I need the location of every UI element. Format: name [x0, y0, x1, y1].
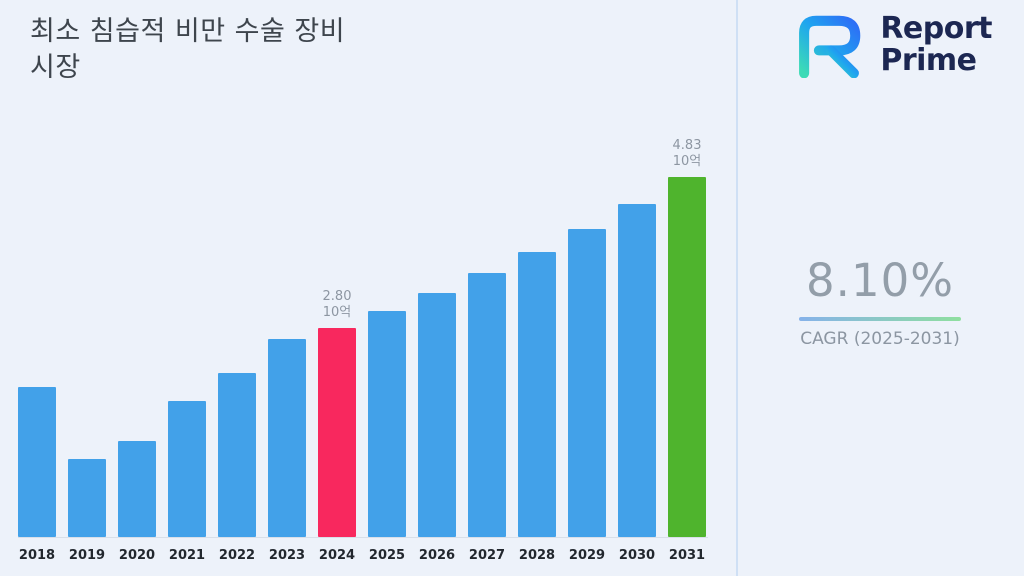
- x-axis-label-2025: 2025: [368, 548, 406, 563]
- bar-2027: [468, 273, 506, 537]
- bar-2028: [518, 252, 556, 537]
- x-axis-label-2022: 2022: [218, 548, 256, 563]
- bar-2030: [618, 204, 656, 537]
- x-axis-label-2027: 2027: [468, 548, 506, 563]
- bar-2018: [18, 387, 56, 537]
- bar-2023: [268, 339, 306, 537]
- bar-2029: [568, 229, 606, 537]
- bar-2022: [218, 373, 256, 537]
- logo-word-prime: Prime: [880, 43, 977, 78]
- bar-column: 2.80 10억: [318, 288, 356, 537]
- x-axis-label-2030: 2030: [618, 548, 656, 563]
- x-axis-label-2026: 2026: [418, 548, 456, 563]
- report-prime-logo-icon: [792, 12, 866, 78]
- bar-2025: [368, 311, 406, 537]
- bar-column: [418, 293, 456, 537]
- cagr-underline: [799, 317, 961, 321]
- cagr-value: 8.10%: [806, 254, 954, 307]
- cagr-stat-block: 8.10% CAGR (2025-2031): [752, 254, 1008, 349]
- bar-column: [168, 401, 206, 537]
- bar-2019: [68, 459, 106, 537]
- bar-2026: [418, 293, 456, 537]
- bar-column: [368, 311, 406, 537]
- bar-2021: [168, 401, 206, 537]
- bar-column: [68, 459, 106, 537]
- x-axis-line: [18, 537, 708, 538]
- logo-word-report: Report: [880, 10, 992, 46]
- bar-column: [268, 339, 306, 537]
- bar-column: [218, 373, 256, 537]
- bar-column: [18, 387, 56, 537]
- bar-2024: [318, 328, 356, 537]
- bar-2031: [668, 177, 706, 537]
- bar-value-label: 2.80 10억: [322, 288, 352, 320]
- x-axis-label-2018: 2018: [18, 548, 56, 563]
- x-axis-label-2031: 2031: [668, 548, 706, 563]
- x-axis-label-2019: 2019: [68, 548, 106, 563]
- report-prime-logo-text: Report Prime: [880, 10, 992, 78]
- bar-column: [568, 229, 606, 537]
- x-axis-label-2023: 2023: [268, 548, 306, 563]
- cagr-label: CAGR (2025-2031): [800, 329, 960, 349]
- bar-column: [618, 204, 656, 537]
- bar-column: 4.83 10억: [668, 137, 706, 537]
- x-axis-label-2021: 2021: [168, 548, 206, 563]
- bar-chart: 2.80 10억 4.83 10억: [18, 137, 706, 537]
- vertical-divider: [736, 0, 738, 576]
- report-prime-logo: Report Prime: [792, 12, 992, 78]
- bar-column: [118, 441, 156, 537]
- x-axis-label-2024: 2024: [318, 548, 356, 563]
- bar-column: [518, 252, 556, 537]
- chart-title-line2: 시장: [30, 52, 81, 84]
- x-axis-label-2028: 2028: [518, 548, 556, 563]
- x-axis-labels: 2018 2019 2020 2021 2022 2023 2024 2025 2026 2027…: [18, 548, 706, 563]
- bar-2020: [118, 441, 156, 537]
- x-axis-label-2020: 2020: [118, 548, 156, 563]
- x-axis-label-2029: 2029: [568, 548, 606, 563]
- chart-title: 최소 침습적 비만 수술 장비 시장: [30, 14, 345, 87]
- bar-value-label: 4.83 10억: [672, 137, 702, 169]
- bar-column: [468, 273, 506, 537]
- chart-title-line1: 최소 침습적 비만 수술 장비: [30, 16, 346, 47]
